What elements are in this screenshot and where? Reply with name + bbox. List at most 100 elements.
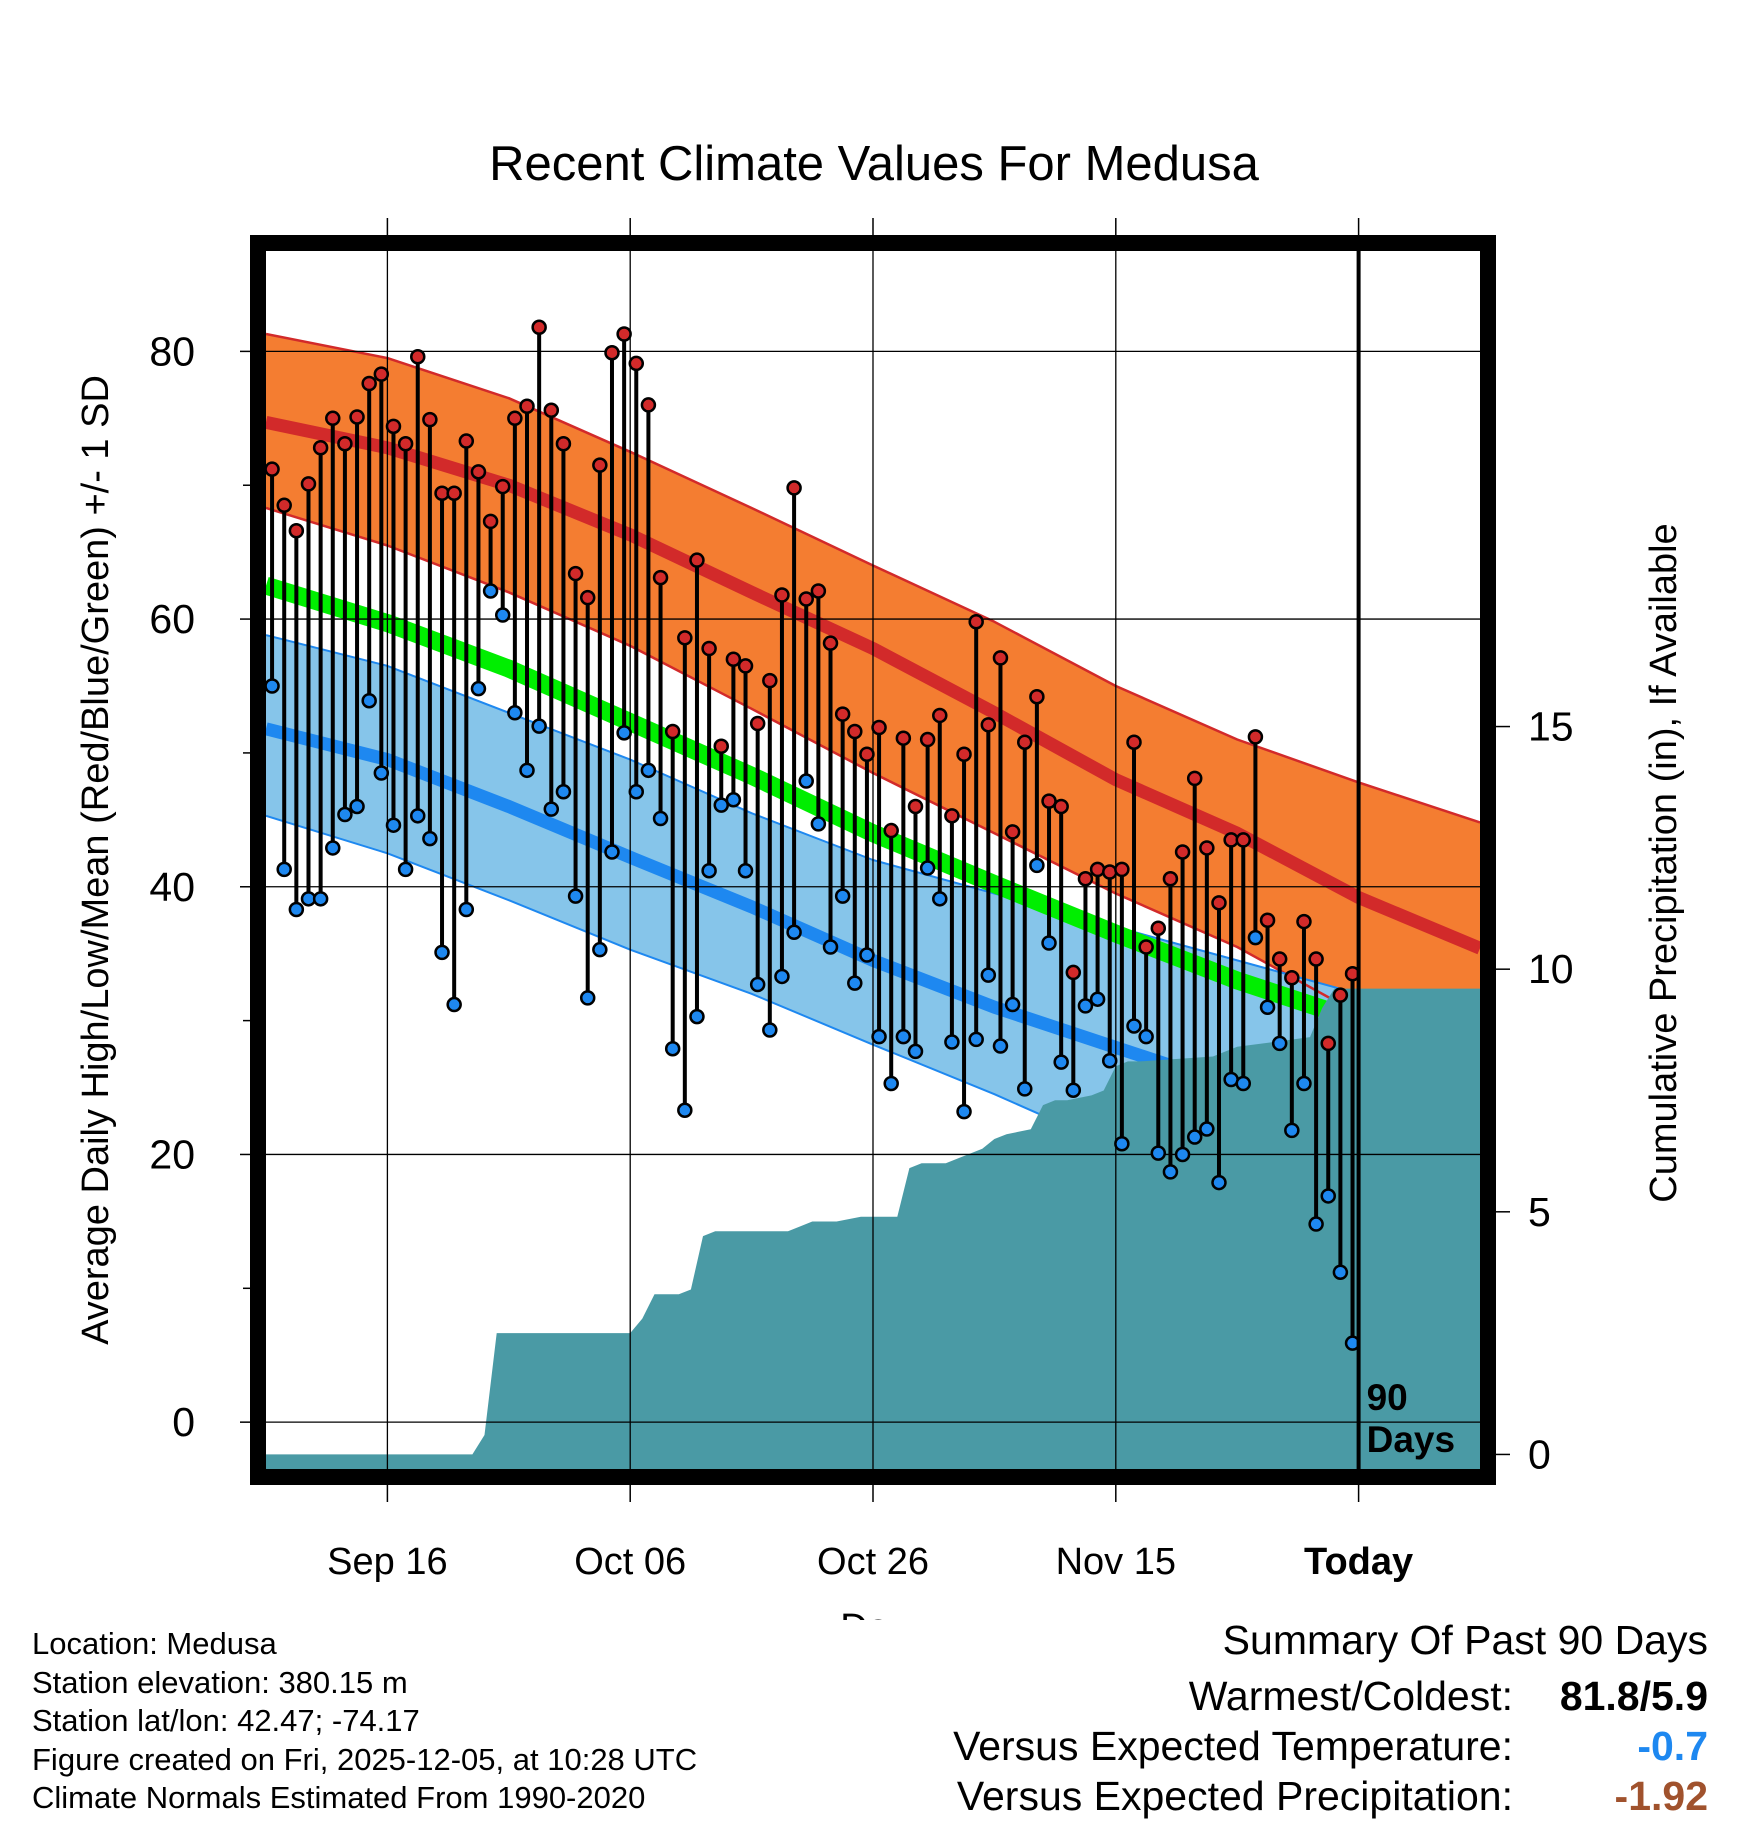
daily-high-point bbox=[276, 497, 292, 514]
daily-low-point bbox=[1150, 1145, 1167, 1161]
daily-low-point bbox=[980, 967, 997, 983]
daily-low-point bbox=[1259, 999, 1276, 1015]
daily-low-point bbox=[410, 808, 426, 824]
daily-low-point bbox=[664, 1040, 681, 1057]
daily-high-point bbox=[507, 410, 523, 427]
daily-low-point bbox=[749, 976, 766, 993]
x-tick-label: Oct 26 bbox=[817, 1541, 929, 1583]
daily-high-point bbox=[361, 375, 377, 392]
created-text: Figure created on Fri, 2025-12-05, at 10… bbox=[32, 1741, 698, 1777]
daily-low-point bbox=[628, 783, 645, 800]
daily-low-point bbox=[1296, 1075, 1312, 1092]
daily-low-point bbox=[847, 975, 863, 991]
daily-high-point bbox=[446, 485, 462, 502]
summary-label-extremes: Warmest/Coldest: bbox=[1188, 1673, 1513, 1719]
y-tick-label: 40 bbox=[149, 864, 195, 910]
x-tick-label: Nov 15 bbox=[1056, 1541, 1176, 1583]
daily-high-point bbox=[482, 513, 499, 530]
summary-row-precipitation: Versus Expected Precipitation: -1.92 bbox=[953, 1771, 1708, 1821]
y-axis-label: Average Daily High/Low/Mean (Red/Blue/Gr… bbox=[75, 375, 117, 1345]
daily-low-point bbox=[725, 792, 742, 808]
daily-low-point bbox=[1077, 998, 1094, 1014]
chart-overlay: 0 20 40 60 80 0 5 10 15 Sep 16 Oct 06 Oct 26 Nov 15 T… bbox=[75, 218, 1685, 1620]
y-tick-label: 20 bbox=[149, 1131, 195, 1177]
daily-low-point bbox=[567, 888, 584, 904]
daily-high-point bbox=[385, 418, 402, 435]
daily-high-point bbox=[689, 552, 705, 568]
daily-low-point bbox=[434, 944, 450, 961]
chart-title: Recent Climate Values For Medusa bbox=[489, 137, 1260, 191]
y2-tick-label: 15 bbox=[1528, 704, 1574, 750]
daily-high-point bbox=[907, 798, 924, 815]
daily-high-point bbox=[944, 808, 960, 824]
daily-low-point bbox=[507, 705, 523, 721]
daily-low-point bbox=[1101, 1053, 1118, 1069]
daily-low-point bbox=[968, 1031, 984, 1048]
daily-low-point bbox=[1138, 1028, 1154, 1045]
daily-high-point bbox=[640, 397, 657, 413]
summary-value-precipitation: -1.92 bbox=[1614, 1773, 1708, 1819]
daily-low-point bbox=[276, 861, 292, 878]
summary-title: Summary Of Past 90 Days bbox=[1222, 1617, 1708, 1663]
daily-high-point bbox=[604, 344, 620, 361]
daily-low-point bbox=[519, 762, 535, 779]
daily-high-point bbox=[664, 723, 681, 740]
daily-low-point bbox=[932, 891, 948, 907]
daily-high-point bbox=[1053, 798, 1069, 815]
daily-low-point bbox=[713, 797, 729, 813]
daily-high-point bbox=[762, 672, 778, 689]
today-annotation: Days bbox=[1367, 1419, 1455, 1460]
daily-high-point bbox=[1065, 964, 1082, 981]
daily-high-point bbox=[543, 402, 560, 419]
daily-high-point bbox=[410, 348, 426, 365]
daily-low-point bbox=[312, 891, 329, 907]
daily-low-point bbox=[555, 783, 572, 800]
daily-low-point bbox=[944, 1034, 960, 1050]
daily-low-point bbox=[834, 888, 851, 904]
daily-high-point bbox=[1271, 951, 1288, 967]
daily-low-point bbox=[786, 924, 802, 941]
daily-low-point bbox=[385, 817, 402, 833]
daily-low-point bbox=[349, 798, 365, 815]
daily-high-point bbox=[1332, 987, 1349, 1003]
summary-row-extremes: Warmest/Coldest: 81.8/5.9 bbox=[953, 1671, 1708, 1721]
daily-high-point bbox=[266, 461, 280, 477]
daily-low-point bbox=[1320, 1188, 1336, 1204]
daily-low-point bbox=[859, 947, 875, 963]
daily-low-point bbox=[458, 901, 475, 918]
daily-high-point bbox=[1211, 895, 1227, 911]
daily-low-point bbox=[895, 1028, 912, 1045]
daily-low-point bbox=[677, 1102, 693, 1119]
daily-low-point bbox=[907, 1043, 924, 1060]
daily-high-point bbox=[737, 658, 754, 674]
x-tick-label: Oct 06 bbox=[574, 1541, 686, 1583]
daily-high-point bbox=[956, 746, 972, 763]
daily-low-point bbox=[604, 844, 620, 860]
daily-high-point bbox=[349, 409, 365, 425]
daily-high-point bbox=[701, 640, 717, 657]
daily-high-point bbox=[725, 651, 742, 667]
daily-low-point bbox=[373, 765, 390, 781]
daily-low-point bbox=[822, 939, 839, 955]
daily-low-point bbox=[798, 773, 814, 789]
daily-high-point bbox=[652, 569, 669, 586]
y2-tick-label: 0 bbox=[1528, 1431, 1551, 1477]
summary-label-precipitation: Versus Expected Precipitation: bbox=[956, 1773, 1513, 1819]
daily-high-point bbox=[373, 366, 390, 382]
daily-high-point bbox=[822, 635, 839, 651]
plot-frame bbox=[250, 235, 1496, 1485]
daily-low-point bbox=[992, 1038, 1009, 1054]
today-annotation: 90 bbox=[1367, 1377, 1408, 1418]
daily-low-point bbox=[652, 810, 669, 827]
daily-low-point bbox=[592, 941, 608, 958]
daily-high-point bbox=[992, 650, 1009, 666]
daily-high-point bbox=[616, 326, 632, 342]
daily-low-point bbox=[1199, 1121, 1215, 1137]
daily-low-point bbox=[1332, 1264, 1349, 1280]
daily-low-point bbox=[266, 678, 280, 694]
daily-low-point bbox=[1065, 1082, 1082, 1098]
daily-high-point bbox=[980, 717, 997, 733]
daily-low-point bbox=[689, 1008, 705, 1025]
daily-low-point bbox=[1114, 1136, 1130, 1152]
x-axis-label: Day bbox=[840, 1607, 908, 1620]
